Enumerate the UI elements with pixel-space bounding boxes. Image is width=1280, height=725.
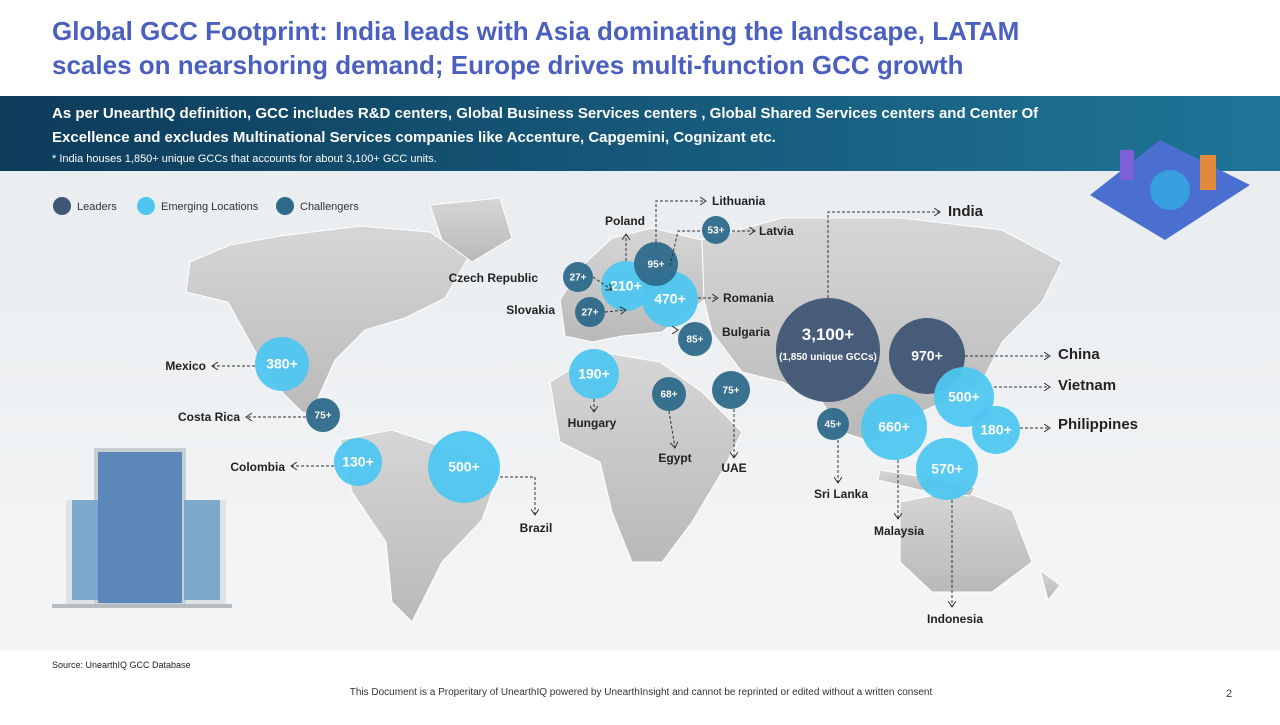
title-line: scales on nearshoring demand; Europe dri…	[52, 50, 964, 80]
bubble-value: 75+	[723, 385, 740, 396]
connector	[604, 310, 626, 312]
bubble-value: 970+	[911, 348, 943, 364]
location-bubble	[569, 349, 619, 399]
bubble-value: 85+	[687, 334, 704, 345]
connector	[827, 212, 940, 298]
location-label: UAE	[721, 461, 746, 475]
bubble-value: 68+	[661, 389, 678, 400]
bubble-value: 210+	[610, 278, 642, 294]
note: * India houses 1,850+ unique GCCs that a…	[52, 153, 437, 165]
location-bubble	[817, 408, 849, 440]
location-label: Brazil	[520, 521, 553, 535]
definition-line: As per UnearthIQ definition, GCC include…	[52, 105, 1039, 122]
location-label: Philippines	[1058, 416, 1138, 433]
location-bubble	[712, 371, 750, 409]
header-bg	[0, 0, 1280, 96]
location-bubble	[678, 322, 712, 356]
location-bubble	[563, 262, 593, 292]
location-bubble	[575, 297, 605, 327]
location-label: Poland	[605, 214, 645, 228]
location-bubble	[652, 377, 686, 411]
location-label: Sri Lanka	[814, 487, 868, 501]
bubble-value: 190+	[578, 366, 610, 382]
location-label: Egypt	[658, 451, 691, 465]
building-illustration	[52, 448, 232, 608]
bubble-value: 75+	[315, 410, 332, 421]
location-label: Malaysia	[874, 524, 924, 538]
location-label: Romania	[723, 291, 774, 305]
location-bubble	[306, 398, 340, 432]
location-label: Slovakia	[506, 303, 555, 317]
bubble-value: 570+	[931, 461, 963, 477]
location-bubble	[972, 406, 1020, 454]
location-label: India	[948, 203, 984, 220]
bubble-value: 470+	[654, 291, 686, 307]
location-bubble	[776, 298, 880, 402]
definition-band	[0, 96, 1280, 171]
bubble-value: 27+	[582, 307, 599, 318]
page-number: 2	[1226, 688, 1232, 700]
bubble-value: 660+	[878, 419, 910, 435]
connector	[668, 410, 675, 448]
title-line: Global GCC Footprint: India leads with A…	[52, 16, 1019, 46]
legend-swatch	[53, 197, 71, 215]
location-label: Hungary	[568, 416, 617, 430]
location-bubble	[861, 394, 927, 460]
location-label: Latvia	[759, 224, 794, 238]
source: Source: UnearthIQ GCC Database	[52, 660, 191, 670]
location-bubble	[916, 438, 978, 500]
bubble-value: 500+	[948, 389, 980, 405]
network-illustration	[1090, 140, 1250, 240]
location-bubble	[428, 431, 500, 503]
bubble-value: 500+	[448, 459, 480, 475]
legend-label: Emerging Locations	[161, 201, 259, 213]
footer-bg	[0, 651, 1280, 720]
bubble-value: 27+	[570, 272, 587, 283]
footer: This Document is a Properitary of Uneart…	[350, 687, 933, 698]
location-label: Mexico	[165, 359, 206, 373]
bubble-value: 3,100+	[802, 325, 855, 344]
legend-label: Challengers	[300, 201, 359, 213]
legend-swatch	[276, 197, 294, 215]
location-label: Bulgaria	[722, 325, 770, 339]
bubble-detail: (1,850 unique GCCs)	[779, 352, 877, 363]
bubble-value: 95+	[648, 259, 665, 270]
legend-label: Leaders	[77, 201, 117, 213]
location-bubble	[702, 216, 730, 244]
location-label: China	[1058, 346, 1100, 363]
connector	[500, 476, 535, 515]
bubble-value: 180+	[980, 422, 1012, 438]
definition-line: Excellence and excludes Multinational Se…	[52, 129, 776, 146]
location-label: Costa Rica	[178, 410, 240, 424]
connector	[592, 276, 612, 290]
bubble-value: 130+	[342, 454, 374, 470]
connector	[655, 201, 706, 242]
location-label: Vietnam	[1058, 377, 1116, 394]
location-label: Czech Republic	[449, 271, 539, 285]
location-label: Indonesia	[927, 612, 983, 626]
location-bubble	[934, 367, 994, 427]
location-label: Lithuania	[712, 194, 766, 208]
bubble-value: 45+	[825, 419, 842, 430]
bubble-value: 380+	[266, 356, 298, 372]
location-bubble	[255, 337, 309, 391]
legend-swatch	[137, 197, 155, 215]
location-label: Colombia	[230, 460, 285, 474]
location-bubble	[634, 242, 678, 286]
bubble-value: 53+	[708, 225, 725, 236]
location-bubble	[334, 438, 382, 486]
